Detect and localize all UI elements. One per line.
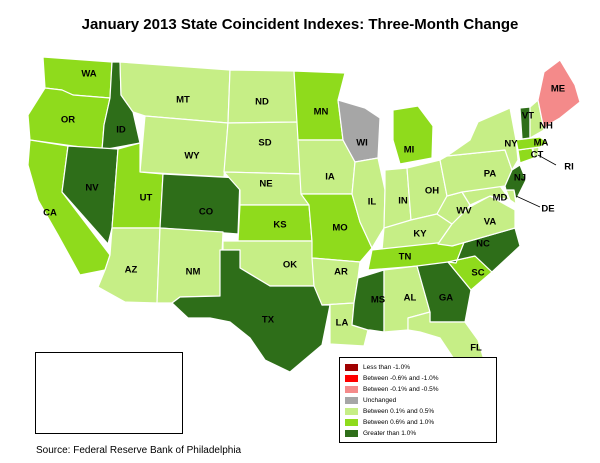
legend-swatch — [345, 364, 358, 371]
state-label-wy: WY — [184, 151, 200, 162]
state-label-nm: NM — [186, 267, 201, 278]
legend-swatch — [345, 430, 358, 437]
state-label-wa: WA — [81, 69, 96, 80]
state-label-mo: MO — [332, 223, 347, 234]
legend-label: Unchanged — [363, 397, 397, 404]
state-label-az: AZ — [125, 265, 138, 276]
state-label-ia: IA — [325, 172, 335, 183]
state-tx — [171, 249, 331, 373]
state-label-nv: NV — [85, 183, 99, 194]
state-me — [537, 59, 581, 131]
state-label-tn: TN — [399, 252, 412, 263]
state-label-ga: GA — [439, 293, 453, 304]
state-mn — [293, 70, 346, 141]
state-label-nh: NH — [539, 121, 553, 132]
state-label-nd: ND — [255, 97, 269, 108]
state-label-ri: RI — [564, 162, 574, 173]
state-label-ca: CA — [43, 208, 57, 219]
leader-line — [537, 154, 557, 166]
state-mt — [119, 61, 231, 124]
state-label-ct: CT — [531, 150, 544, 161]
state-label-or: OR — [61, 115, 75, 126]
state-label-md: MD — [493, 193, 508, 204]
state-label-vt: VT — [522, 111, 534, 122]
state-label-ut: UT — [140, 193, 153, 204]
state-nm — [156, 227, 224, 304]
state-label-ks: KS — [273, 220, 286, 231]
legend-label: Less than -1.0% — [363, 364, 410, 371]
legend-swatch — [345, 419, 358, 426]
state-label-nc: NC — [476, 239, 490, 250]
legend-item: Between -0.6% and -1.0% — [345, 374, 439, 383]
state-label-sd: SD — [258, 138, 271, 149]
legend-item: Greater than 1.0% — [345, 429, 416, 438]
state-ar — [311, 257, 361, 306]
state-mi — [392, 105, 434, 165]
state-label-oh: OH — [425, 186, 439, 197]
legend: Less than -1.0% Between -0.6% and -1.0% Be… — [339, 357, 497, 443]
legend-swatch — [345, 408, 358, 415]
state-label-ok: OK — [283, 260, 297, 271]
state-label-la: LA — [336, 318, 349, 329]
map-title: January 2013 State Coincident Indexes: T… — [81, 16, 519, 33]
state-label-al: AL — [404, 293, 417, 304]
state-label-mt: MT — [176, 95, 190, 106]
state-label-wv: WV — [456, 206, 472, 217]
alaska-hawaii-inset — [35, 352, 183, 434]
state-co — [159, 173, 241, 235]
state-nc — [447, 227, 521, 273]
state-label-pa: PA — [484, 169, 497, 180]
legend-swatch — [345, 397, 358, 404]
legend-label: Greater than 1.0% — [363, 430, 417, 437]
state-label-mi: MI — [404, 145, 415, 156]
state-wy — [139, 115, 229, 178]
legend-label: Between 0.1% and 0.5% — [363, 408, 435, 415]
state-label-fl: FL — [470, 343, 482, 354]
state-label-ne: NE — [259, 179, 272, 190]
state-label-id: ID — [116, 125, 126, 136]
legend-swatch — [345, 375, 358, 382]
legend-swatch — [345, 386, 358, 393]
state-il — [351, 157, 386, 249]
legend-label: Between -0.1% and -0.5% — [363, 386, 439, 393]
legend-label: Between -0.6% and -1.0% — [363, 375, 439, 382]
state-nv — [61, 145, 119, 245]
state-label-co: CO — [199, 207, 213, 218]
legend-item: Between -0.1% and -0.5% — [345, 385, 439, 394]
state-label-wi: WI — [356, 138, 368, 149]
state-ia — [297, 139, 356, 195]
legend-item: Less than -1.0% — [345, 363, 410, 372]
state-label-ny: NY — [504, 139, 518, 150]
state-label-il: IL — [368, 197, 377, 208]
state-label-ma: MA — [534, 138, 549, 149]
state-label-ar: AR — [334, 267, 348, 278]
legend-item: Between 0.6% and 1.0% — [345, 418, 434, 427]
state-label-in: IN — [398, 196, 408, 207]
leader-line — [515, 195, 541, 208]
state-ma — [515, 136, 549, 151]
state-label-me: ME — [551, 84, 565, 95]
state-label-nj: NJ — [514, 173, 526, 184]
state-label-sc: SC — [471, 268, 484, 279]
state-label-ms: MS — [371, 295, 385, 306]
labels-layer: WA OR CA ID NV MT WY UT AZ CO NM ND SD NE KS OK TX MN IA MO… — [43, 69, 574, 407]
state-label-tx: TX — [262, 315, 275, 326]
state-label-ky: KY — [413, 229, 427, 240]
state-nj — [504, 164, 527, 201]
legend-item: Unchanged — [345, 396, 396, 405]
legend-label: Between 0.6% and 1.0% — [363, 419, 435, 426]
legend-item: Between 0.1% and 0.5% — [345, 407, 434, 416]
state-label-de: DE — [541, 204, 554, 215]
state-label-va: VA — [484, 217, 497, 228]
state-label-mn: MN — [314, 107, 329, 118]
source-note: Source: Federal Reserve Bank of Philadel… — [36, 445, 242, 456]
